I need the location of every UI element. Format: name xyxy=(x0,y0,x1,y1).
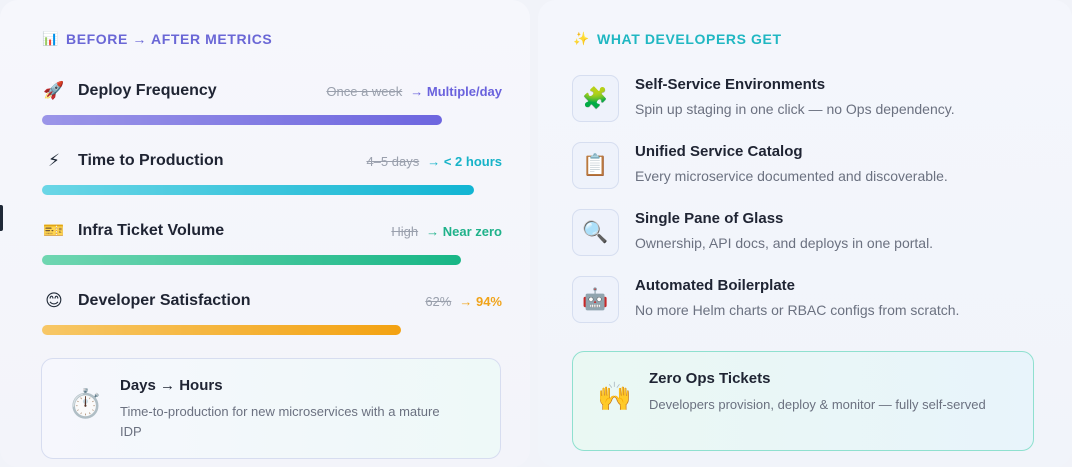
metrics-section-title: 📊 BEFORE → AFTER METRICS xyxy=(42,31,272,47)
metric-after-value: → Near zero xyxy=(426,223,502,239)
metric-label: Infra Ticket Volume xyxy=(78,222,225,239)
smile-icon: 😊 xyxy=(45,291,63,310)
feature-self-service-environments: 🧩 Self-Service Environments Spin up stag… xyxy=(572,75,1012,125)
metric-progress-fill xyxy=(42,185,475,195)
days-to-hours-callout: ⏱️ Days → Hours Time-to-production for n… xyxy=(41,358,501,459)
callout-description: Developers provision, deploy & monitor —… xyxy=(649,397,986,412)
feature-description: Ownership, API docs, and deploys in one … xyxy=(635,235,934,251)
metric-label: Developer Satisfaction xyxy=(78,292,251,309)
callout-description: Time-to-production for new microservices… xyxy=(120,404,440,439)
bar-chart-icon: 📊 xyxy=(42,31,59,46)
benefits-title-text: WHAT DEVELOPERS GET xyxy=(597,31,782,47)
metrics-title-text: BEFORE → AFTER METRICS xyxy=(66,31,273,47)
puzzle-icon: 🧩 xyxy=(572,75,619,122)
metric-after-value: → 94% xyxy=(459,293,502,309)
feature-title: Unified Service Catalog xyxy=(635,143,803,160)
metric-progress-bar xyxy=(42,255,502,265)
metric-time-to-production: ⚡ Time to Production 4–5 days → < 2 hour… xyxy=(42,150,502,200)
feature-title: Single Pane of Glass xyxy=(635,210,784,227)
rocket-icon: 🚀 xyxy=(43,81,65,100)
metric-before-value: 4–5 days xyxy=(366,153,420,169)
metric-progress-bar xyxy=(42,325,502,335)
metric-after-value: → < 2 hours xyxy=(427,153,502,169)
sparkles-icon: ✨ xyxy=(573,31,590,46)
ticket-icon: 🎫 xyxy=(43,221,65,240)
metric-progress-fill xyxy=(42,325,401,335)
benefits-section-title: ✨ WHAT DEVELOPERS GET xyxy=(573,31,782,47)
metric-infra-ticket-volume: 🎫 Infra Ticket Volume High → Near zero xyxy=(42,220,502,270)
feature-description: Spin up staging in one click — no Ops de… xyxy=(635,101,955,117)
raised-hands-icon: 🙌 xyxy=(597,381,632,412)
magnifier-icon: 🔍 xyxy=(572,209,619,256)
callout-title: Zero Ops Tickets xyxy=(649,370,771,387)
metric-deploy-frequency: 🚀 Deploy Frequency Once a week → Multipl… xyxy=(42,80,502,130)
metric-progress-fill xyxy=(42,115,443,125)
feature-automated-boilerplate: 🤖 Automated Boilerplate No more Helm cha… xyxy=(572,276,1012,326)
zero-ops-tickets-callout: 🙌 Zero Ops Tickets Developers provision,… xyxy=(572,351,1034,451)
metric-progress-bar xyxy=(42,185,502,195)
feature-unified-service-catalog: 📋 Unified Service Catalog Every microser… xyxy=(572,142,1012,192)
robot-icon: 🤖 xyxy=(572,276,619,323)
scroll-edge-marker[interactable] xyxy=(0,205,3,231)
metric-progress-fill xyxy=(42,255,461,265)
lightning-icon: ⚡ xyxy=(48,151,60,170)
callout-title: Days → Hours xyxy=(120,377,223,394)
metric-after-value: → Multiple/day xyxy=(410,83,502,99)
metric-developer-satisfaction: 😊 Developer Satisfaction 62% → 94% xyxy=(42,290,502,340)
metric-before-value: 62% xyxy=(425,293,452,309)
feature-single-pane-of-glass: 🔍 Single Pane of Glass Ownership, API do… xyxy=(572,209,1012,259)
metric-before-value: High xyxy=(391,223,419,239)
metric-label: Time to Production xyxy=(78,152,224,169)
metric-label: Deploy Frequency xyxy=(78,82,217,99)
feature-description: No more Helm charts or RBAC configs from… xyxy=(635,302,960,318)
metric-progress-bar xyxy=(42,115,502,125)
feature-title: Self-Service Environments xyxy=(635,76,826,93)
clipboard-icon: 📋 xyxy=(572,142,619,189)
metric-before-value: Once a week xyxy=(326,83,403,99)
feature-title: Automated Boilerplate xyxy=(635,277,796,294)
stopwatch-icon: ⏱️ xyxy=(68,388,103,419)
feature-description: Every microservice documented and discov… xyxy=(635,168,948,184)
